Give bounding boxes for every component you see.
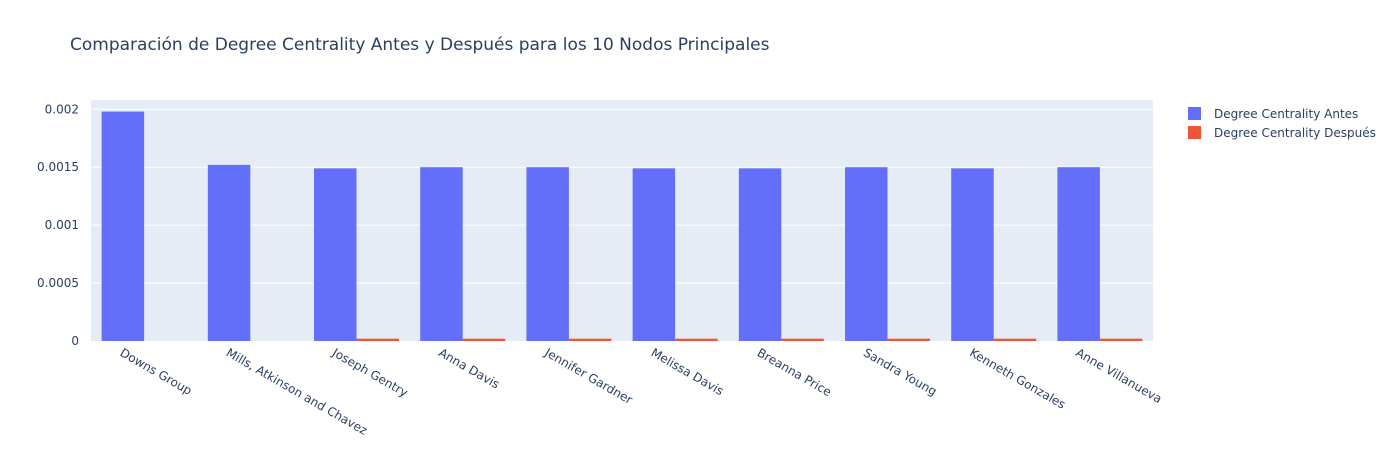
bar-antes[interactable] bbox=[101, 111, 145, 341]
bar-antes[interactable] bbox=[845, 167, 888, 341]
legend-item-despues[interactable]: Degree Centrality Después bbox=[1188, 126, 1376, 140]
bar-antes[interactable] bbox=[420, 167, 463, 341]
y-tick-label: 0.002 bbox=[45, 102, 79, 116]
chart-title: Comparación de Degree Centrality Antes y… bbox=[70, 35, 770, 55]
bar-despues[interactable] bbox=[675, 338, 718, 341]
bar-despues[interactable] bbox=[356, 338, 399, 341]
legend-swatch-antes bbox=[1188, 107, 1201, 120]
bar-despues[interactable] bbox=[462, 338, 506, 341]
x-tick-label: Kenneth Gonzales bbox=[967, 345, 1068, 411]
x-tick-label: Sandra Young bbox=[861, 345, 939, 398]
bar-antes[interactable] bbox=[632, 168, 676, 341]
y-tick-label: 0.0005 bbox=[37, 276, 79, 290]
legend-item-antes[interactable]: Degree Centrality Antes bbox=[1188, 107, 1358, 121]
y-tick-label: 0.0015 bbox=[37, 160, 79, 174]
bar-antes[interactable] bbox=[314, 168, 357, 341]
y-tick-label: 0.001 bbox=[45, 218, 79, 232]
bar-despues[interactable] bbox=[568, 338, 612, 341]
legend-label-antes: Degree Centrality Antes bbox=[1214, 107, 1358, 121]
x-tick-label: Anna Davis bbox=[436, 345, 502, 391]
legend[interactable]: Degree Centrality Antes Degree Centralit… bbox=[1188, 107, 1376, 140]
x-tick-label: Downs Group bbox=[118, 345, 195, 397]
x-axis-ticks: Downs Group Mills, Atkinson and ChavezJos… bbox=[118, 345, 1165, 438]
x-tick-label: Melissa Davis bbox=[649, 345, 726, 398]
x-tick-label: Joseph Gentry bbox=[329, 345, 410, 400]
legend-swatch-despues bbox=[1188, 126, 1201, 139]
x-tick-label: Breanna Price bbox=[755, 345, 834, 399]
bar-despues[interactable] bbox=[993, 338, 1037, 341]
bar-antes[interactable] bbox=[1057, 167, 1100, 341]
y-axis-ticks: 0 0.0005 0.001 0.0015 0.002 bbox=[37, 102, 79, 348]
bar-antes[interactable] bbox=[526, 167, 569, 341]
bar-antes[interactable] bbox=[207, 164, 251, 341]
bar-despues[interactable] bbox=[781, 338, 824, 341]
bar-despues[interactable] bbox=[1099, 338, 1143, 341]
x-tick-label: Anne Villanueva bbox=[1073, 345, 1164, 406]
bar-antes[interactable] bbox=[738, 168, 782, 341]
bars bbox=[101, 111, 1143, 341]
bar-despues[interactable] bbox=[887, 338, 930, 341]
legend-label-despues: Degree Centrality Después bbox=[1214, 126, 1376, 140]
y-tick-label: 0 bbox=[71, 334, 79, 348]
bar-antes[interactable] bbox=[951, 168, 994, 341]
x-tick-label: Jennifer Gardner bbox=[542, 345, 635, 407]
